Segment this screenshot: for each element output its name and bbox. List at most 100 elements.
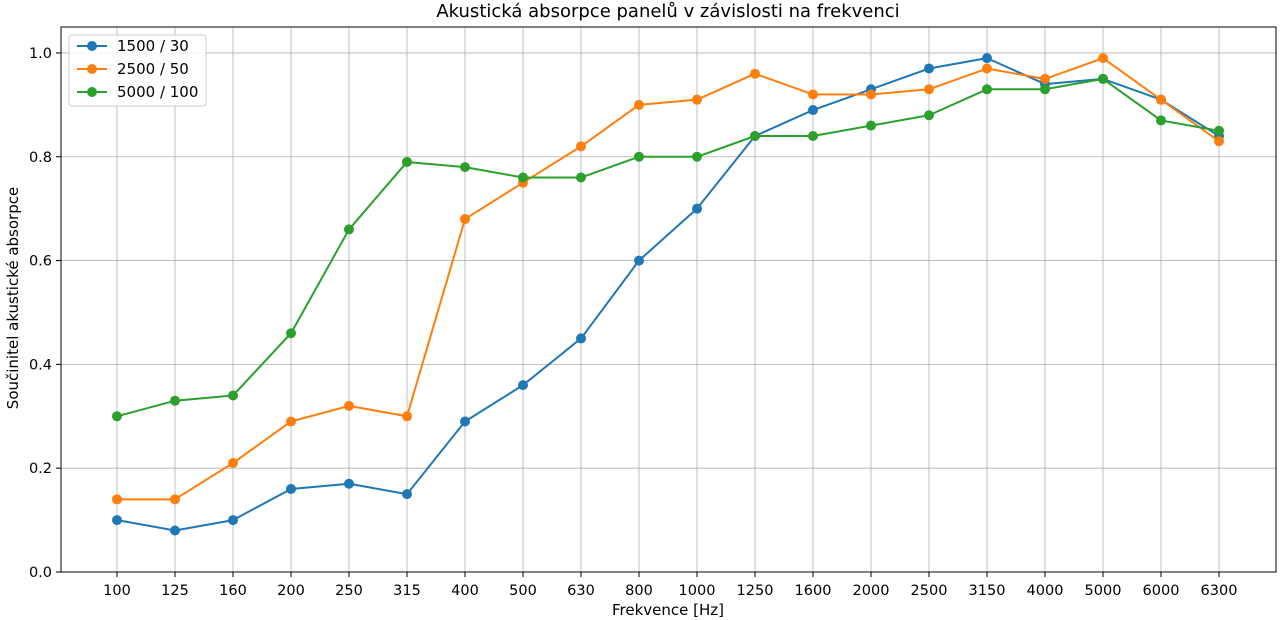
data-point xyxy=(344,478,354,489)
data-point xyxy=(634,255,644,266)
legend-box xyxy=(68,34,207,107)
x-tick-label: 2000 xyxy=(853,583,890,599)
data-point xyxy=(170,525,180,536)
legend-marker xyxy=(87,87,97,97)
x-tick-label: 800 xyxy=(625,583,653,599)
data-point xyxy=(1156,94,1166,105)
data-point xyxy=(808,105,818,116)
legend-label: 5000 / 100 xyxy=(117,83,198,101)
chart-title: Akustická absorpce panelů v závislosti n… xyxy=(436,1,899,22)
x-tick-label: 6000 xyxy=(1143,583,1180,599)
data-point xyxy=(518,172,528,183)
series-1 xyxy=(112,53,1224,536)
data-point xyxy=(808,89,818,100)
series-line xyxy=(116,77,1220,418)
y-tick-label: 0.4 xyxy=(29,357,52,373)
grid xyxy=(61,27,1276,573)
x-tick-label: 100 xyxy=(103,583,131,599)
legend-marker xyxy=(87,41,97,51)
x-tick-label: 1600 xyxy=(795,583,832,599)
data-point xyxy=(866,89,876,100)
data-point xyxy=(228,390,238,401)
data-point xyxy=(460,162,470,173)
data-point xyxy=(1156,115,1166,126)
legend-marker xyxy=(87,64,97,74)
data-point xyxy=(750,68,760,79)
axes: 100 125 160 200 250 315 400 500 630 800 1000 1250 16… xyxy=(29,26,1277,599)
data-point xyxy=(170,395,180,406)
data-point xyxy=(692,203,702,214)
x-tick-label: 125 xyxy=(161,583,189,599)
x-tick-label: 2500 xyxy=(911,583,948,599)
data-point xyxy=(924,84,934,95)
data-point xyxy=(1040,73,1050,84)
data-point xyxy=(924,63,934,74)
x-tick-label: 400 xyxy=(451,583,479,599)
x-tick-label: 1000 xyxy=(679,583,716,599)
data-point xyxy=(982,63,992,74)
x-tick-label: 1250 xyxy=(737,583,774,599)
legend-label: 2500 / 50 xyxy=(117,60,189,78)
series-2 xyxy=(112,53,1224,505)
x-tick-label: 315 xyxy=(393,583,421,599)
y-tick-label: 0.6 xyxy=(29,254,52,270)
legend: 1500 / 30 2500 / 50 5000 / 100 xyxy=(68,34,207,107)
data-point xyxy=(170,494,180,505)
x-tick-label: 160 xyxy=(219,583,247,599)
data-point xyxy=(692,94,702,105)
data-point xyxy=(402,156,412,167)
series-3 xyxy=(112,73,1224,422)
data-point xyxy=(1040,84,1050,95)
data-point xyxy=(286,483,296,494)
data-point xyxy=(576,333,586,344)
data-point xyxy=(750,131,760,141)
y-tick-label: 0.0 xyxy=(29,565,52,581)
series-layer xyxy=(112,53,1224,536)
data-point xyxy=(924,110,934,121)
x-tick-label: 6300 xyxy=(1201,583,1238,599)
y-tick-label: 1.0 xyxy=(29,46,52,62)
data-point xyxy=(112,411,122,422)
data-point xyxy=(634,99,644,110)
series-line xyxy=(116,57,1220,532)
data-point xyxy=(228,458,238,468)
data-point xyxy=(460,214,470,225)
x-tick-label: 200 xyxy=(277,583,305,599)
x-tick-label: 3150 xyxy=(969,583,1006,599)
y-axis-label: Součinitel akustické absorpce xyxy=(4,187,22,409)
data-point xyxy=(112,494,122,505)
x-tick-label: 5000 xyxy=(1085,583,1122,599)
x-tick-label: 4000 xyxy=(1027,583,1064,599)
data-point xyxy=(576,172,586,183)
data-point xyxy=(402,411,412,422)
data-point xyxy=(808,131,818,141)
data-point xyxy=(1214,125,1224,136)
data-point xyxy=(286,328,296,339)
x-axis-label: Frekvence [Hz] xyxy=(612,601,724,619)
y-tick-label: 0.8 xyxy=(29,150,52,166)
data-point xyxy=(228,515,238,526)
series-line xyxy=(117,57,1220,501)
data-point xyxy=(344,224,354,235)
data-point xyxy=(460,416,470,427)
x-tick-label: 250 xyxy=(335,583,363,599)
data-point xyxy=(402,489,412,500)
data-point xyxy=(112,515,122,526)
legend-label: 1500 / 30 xyxy=(117,37,189,55)
data-point xyxy=(692,151,702,162)
x-tick-label: 500 xyxy=(509,583,537,599)
data-point xyxy=(982,53,992,64)
plot-frame xyxy=(60,26,1277,573)
data-point xyxy=(576,141,586,152)
data-point xyxy=(1214,136,1224,147)
x-tick-label: 630 xyxy=(567,583,595,599)
data-point xyxy=(982,84,992,95)
data-point xyxy=(286,416,296,427)
data-point xyxy=(344,400,354,411)
data-point xyxy=(1098,53,1108,64)
data-point xyxy=(1098,73,1108,84)
y-tick-label: 0.2 xyxy=(29,461,52,477)
data-point xyxy=(518,380,528,391)
